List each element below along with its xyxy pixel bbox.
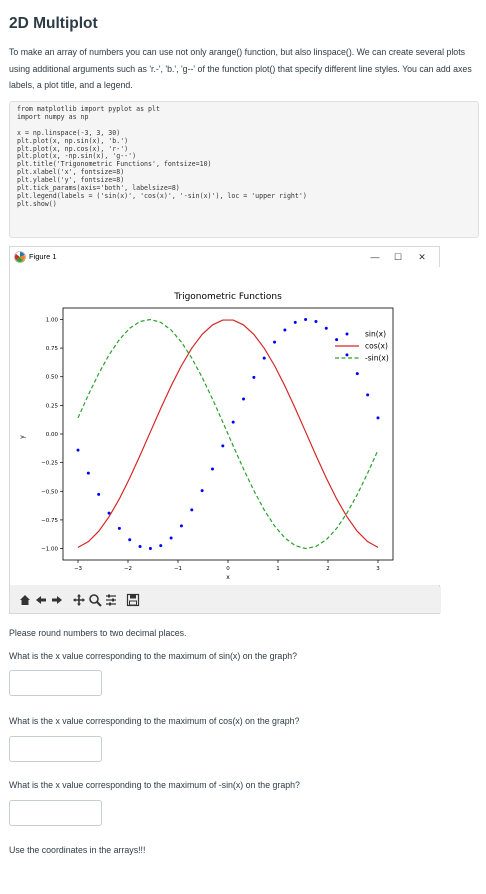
sin-point: [273, 340, 277, 344]
y-tick-label: −0.50: [41, 489, 58, 495]
sin-point: [76, 448, 80, 452]
sin-point: [345, 353, 349, 357]
sin-point: [210, 467, 214, 471]
sin-point: [324, 326, 328, 330]
x-tick-label: 3: [376, 566, 380, 572]
y-tick-label: −0.25: [41, 461, 58, 467]
answer-1-input[interactable]: [9, 670, 102, 696]
y-tick-label: 0.25: [46, 403, 59, 409]
sin-point: [117, 526, 121, 530]
question-3: What is the x value corresponding to the…: [9, 780, 300, 790]
sin-point: [355, 372, 359, 376]
sin-point: [231, 420, 235, 424]
figure-titlebar: Figure 1 — ☐ ✕: [10, 247, 439, 267]
sin-point: [293, 320, 297, 324]
sin-point: [128, 538, 132, 542]
sin-point: [190, 508, 194, 512]
intro-text: To make an array of numbers you can use …: [9, 47, 472, 90]
sin-point: [97, 492, 101, 496]
sin-point: [335, 338, 339, 342]
trig-chart: Trigonometric Functions −3 −2 −1 0 1 2 3 1.00 0.…: [19, 292, 394, 581]
y-tick-label: 1.00: [46, 317, 59, 323]
forward-icon[interactable]: [50, 593, 64, 607]
y-tick-label: 0.50: [46, 375, 59, 381]
y-tick-label: 0.00: [46, 432, 59, 438]
legend-label: cos(x): [365, 342, 388, 351]
footer-note: Use the coordinates in the arrays!!!: [9, 845, 146, 855]
zoom-icon[interactable]: [88, 593, 102, 607]
x-tick-label: 0: [226, 566, 230, 572]
back-icon[interactable]: [34, 593, 48, 607]
rounding-instruction: Please round numbers to two decimal plac…: [9, 628, 187, 638]
pan-icon[interactable]: [72, 593, 86, 607]
x-axis-label: x: [226, 574, 230, 581]
y-axis-label: y: [19, 435, 26, 439]
sin-point: [304, 317, 308, 321]
sin-point: [221, 444, 225, 448]
chart-title: Trigonometric Functions: [173, 292, 282, 302]
sin-point: [148, 547, 152, 551]
figure-title: Figure 1: [29, 252, 57, 261]
legend-marker: [345, 332, 349, 336]
x-tick-label: −2: [124, 566, 132, 572]
answer-3-input[interactable]: [9, 800, 102, 826]
sin-point: [107, 511, 111, 515]
configure-subplots-icon[interactable]: [104, 593, 118, 607]
y-tick-label: −0.75: [41, 518, 58, 524]
y-tick-label: −1.00: [41, 547, 58, 553]
sin-point: [366, 393, 370, 397]
x-tick-label: 1: [276, 566, 280, 572]
sin-point: [242, 397, 246, 401]
home-icon[interactable]: [18, 593, 32, 607]
question-1: What is the x value corresponding to the…: [9, 651, 297, 661]
x-tick-label: −3: [74, 566, 83, 572]
figure-window: Figure 1 — ☐ ✕ Trigonometric Functions −…: [9, 246, 441, 614]
plot-canvas: Trigonometric Functions −3 −2 −1 0 1 2 3 1.00 0.…: [10, 267, 441, 585]
sin-point: [252, 375, 256, 379]
sin-point: [283, 328, 287, 332]
question-2: What is the x value corresponding to the…: [9, 716, 300, 726]
sin-point: [376, 416, 380, 420]
maximize-button[interactable]: ☐: [393, 252, 403, 262]
close-button[interactable]: ✕: [418, 252, 426, 262]
sin-point: [159, 544, 163, 548]
neg_sin-line: [77, 318, 379, 550]
matplotlib-logo-icon: [14, 251, 26, 263]
save-icon[interactable]: [126, 593, 140, 607]
sin-point: [262, 356, 266, 360]
figure-toolbar: [10, 587, 441, 613]
sin-point: [86, 471, 90, 475]
legend-label: sin(x): [365, 330, 386, 339]
legend-label: -sin(x): [365, 354, 389, 363]
sin-point: [200, 489, 204, 493]
code-block: from matplotlib import pyplot as plt imp…: [9, 101, 479, 238]
sin-point: [179, 524, 183, 528]
minimize-button[interactable]: —: [370, 252, 380, 262]
x-tick-label: −1: [174, 566, 182, 572]
legend: sin(x) cos(x) -sin(x): [335, 330, 389, 363]
y-tick-label: 0.75: [46, 346, 59, 352]
answer-2-input[interactable]: [9, 736, 102, 762]
sin-point: [138, 545, 142, 549]
sin-point: [314, 319, 318, 323]
page-title: 2D Multiplot: [9, 15, 98, 32]
cos-line: [77, 319, 379, 548]
sin-point: [169, 536, 173, 540]
x-tick-label: 2: [326, 566, 330, 572]
